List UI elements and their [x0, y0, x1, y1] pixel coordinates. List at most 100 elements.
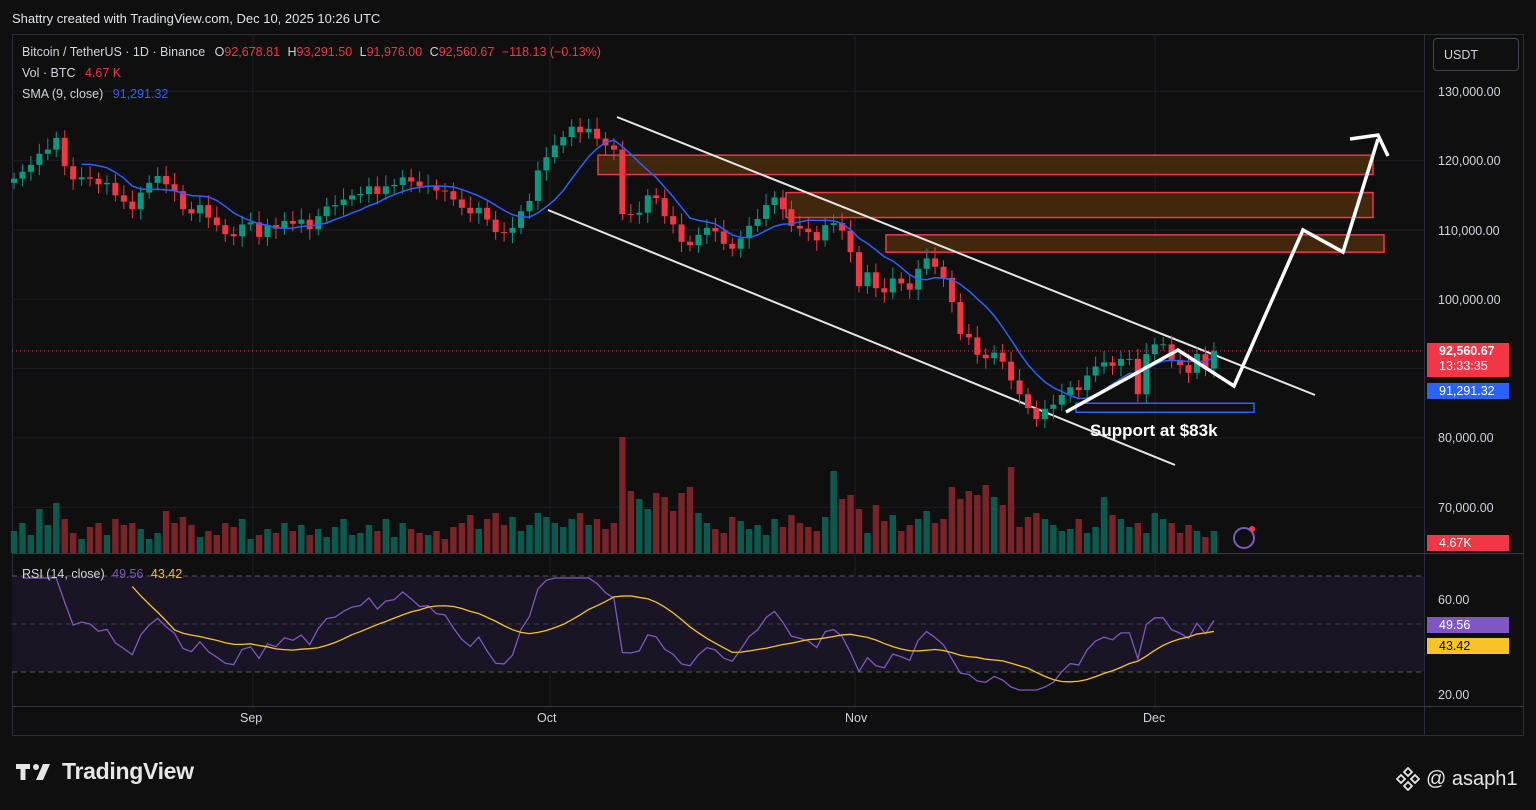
date-tick: Dec [1143, 711, 1166, 725]
rsi-tick: 60.00 [1438, 593, 1470, 607]
volume-bar [298, 525, 305, 553]
candle-body [670, 216, 677, 225]
volume-bar [695, 513, 702, 553]
volume-bar [534, 513, 542, 553]
candle-body [763, 205, 770, 219]
volume-bar [560, 527, 567, 553]
candle-body [475, 207, 482, 214]
volume-bar [467, 515, 474, 553]
candle-body [222, 225, 229, 235]
candle-body [154, 175, 161, 183]
candle-body [872, 272, 879, 289]
candle-body [315, 216, 322, 230]
volume-bar [492, 513, 499, 553]
candle-body [137, 192, 144, 210]
volume-bar [44, 525, 51, 553]
volume-bar [1143, 533, 1150, 553]
price-scale-separator [1424, 34, 1425, 736]
high-value: 93,291.50 [296, 45, 353, 59]
candle-body [889, 278, 896, 293]
volume-bar [86, 527, 94, 553]
candle-body [87, 177, 94, 179]
volume-bar [872, 505, 880, 553]
volume-bar [10, 531, 18, 553]
candle-body [1109, 362, 1116, 366]
candle-body [982, 354, 989, 359]
price-tick: 100,000.00 [1438, 293, 1501, 307]
volume-bar [382, 519, 389, 553]
volume-bar [19, 523, 26, 553]
candle-body [653, 195, 660, 199]
volume-bar [974, 495, 981, 553]
volume-bar [1050, 525, 1057, 553]
volume-bar [103, 535, 111, 553]
volume-bar [1109, 515, 1116, 553]
volume-bar [357, 533, 364, 553]
volume-bar [78, 539, 85, 553]
volume-tag: 4.67K [1427, 535, 1509, 551]
alert-icon [1233, 527, 1255, 549]
time-axis-divider [12, 706, 1524, 707]
volume-bar [27, 535, 35, 553]
tradingview-logo[interactable]: TradingView [14, 758, 194, 785]
volume-bar [1210, 531, 1218, 553]
candle-body [551, 145, 558, 158]
candle-body [1117, 358, 1124, 366]
candle-body [78, 177, 85, 180]
candle-body [881, 288, 888, 293]
volume-bar [348, 535, 356, 553]
volume-bar [543, 517, 550, 553]
volume-bar [678, 493, 685, 553]
volume-bar [796, 523, 804, 553]
candle-body [163, 175, 170, 185]
candle-body [61, 137, 68, 167]
candle-body [991, 352, 998, 359]
candle-body [171, 184, 178, 192]
volume-bar [416, 533, 423, 553]
candle-body [365, 186, 372, 194]
candle-body [205, 205, 212, 218]
rsi-line [22, 577, 1215, 691]
candle-body [120, 195, 127, 202]
candle-body [1016, 380, 1023, 395]
volume-bar [931, 523, 939, 553]
volume-bar [36, 509, 43, 553]
volume-bar [568, 519, 575, 553]
candle-body [1058, 394, 1065, 405]
volume-bar [965, 491, 973, 553]
volume-bar [1007, 467, 1015, 553]
candle-body [289, 220, 296, 224]
rsi-sma-tag: 43.42 [1427, 638, 1509, 654]
volume-bar [331, 527, 339, 553]
candle-body [188, 209, 195, 214]
candle-body [239, 224, 246, 237]
candle-body [230, 234, 237, 237]
volume-bar [923, 511, 930, 553]
candle-body [374, 186, 381, 194]
price-tick: 130,000.00 [1438, 85, 1501, 99]
volume-bar [881, 521, 888, 553]
volume-bar [255, 535, 263, 553]
projection-arrowhead [1349, 133, 1390, 157]
candle-body [1151, 344, 1158, 355]
volume-bar [179, 517, 187, 553]
rsi-legend: RSI (14, close) 49.56 43.42 [22, 567, 182, 581]
resistance-zone [885, 234, 1385, 253]
candle-body [256, 222, 263, 237]
volume-bar [1075, 519, 1082, 553]
candle-body [813, 232, 820, 241]
volume-bar [720, 533, 727, 553]
candle-body [1160, 344, 1167, 346]
volume-bar [940, 519, 947, 553]
rsi-tick: 20.00 [1438, 688, 1470, 702]
author-handle: @ asaph1 [1426, 767, 1518, 790]
volume-bar [365, 525, 373, 553]
rsi-sma-line [131, 586, 1215, 683]
currency-button[interactable]: USDT [1433, 38, 1519, 71]
binance-square-icon [1396, 767, 1420, 791]
candle-body [213, 217, 220, 226]
candle-body [771, 197, 778, 206]
volume-bar [585, 525, 592, 553]
rsi-tag: 49.56 [1427, 617, 1509, 633]
candle-body [1025, 394, 1031, 409]
